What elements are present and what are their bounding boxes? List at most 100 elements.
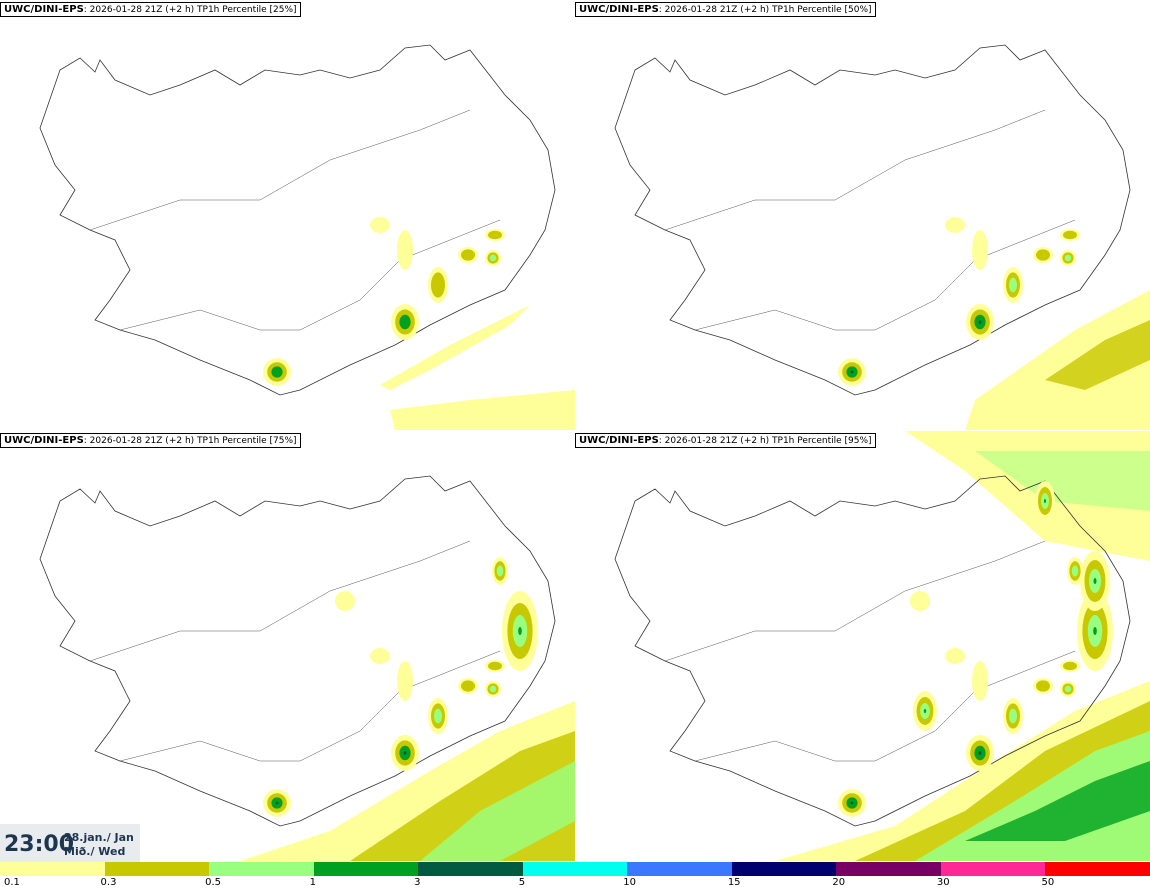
precip-cell [370, 217, 390, 233]
legend-swatch [522, 862, 628, 876]
precip-cell [461, 680, 475, 692]
precip-cell [399, 314, 411, 330]
road [89, 109, 471, 231]
road [119, 219, 501, 331]
precip-cell [518, 627, 522, 635]
precip-cell [1064, 685, 1072, 693]
precip-cell [271, 366, 283, 378]
precip-cell [850, 801, 854, 805]
precip-cell [461, 249, 475, 261]
precip-cell [1044, 499, 1046, 503]
precip-band [380, 305, 530, 390]
legend-swatch [209, 862, 314, 876]
precip-cell [431, 272, 445, 298]
legend-swatch [104, 862, 210, 876]
date-line-1: 28.jan./ Jan [64, 831, 134, 844]
coastline [39, 44, 556, 396]
panel-title-75: UWC/DINI-EPS: 2026-01-28 21Z (+2 h) TP1h… [0, 433, 301, 448]
road [694, 219, 1076, 331]
map-panel-75: UWC/DINI-EPS: 2026-01-28 21Z (+2 h) TP1h… [0, 431, 575, 861]
precip-cell [1093, 578, 1097, 584]
map-panel-25: UWC/DINI-EPS: 2026-01-28 21Z (+2 h) TP1h… [0, 0, 575, 430]
valid-time-box: 23:00 28.jan./ Jan Mið./ Wed [0, 824, 140, 862]
panel-title-95: UWC/DINI-EPS: 2026-01-28 21Z (+2 h) TP1h… [575, 433, 876, 448]
road [89, 540, 471, 662]
panel-title-25: UWC/DINI-EPS: 2026-01-28 21Z (+2 h) TP1h… [0, 2, 301, 17]
precip-cell [1093, 627, 1097, 635]
precip-band [420, 761, 575, 861]
legend-tick: 15 [727, 877, 741, 888]
legend-tick: 30 [936, 877, 950, 888]
legend-swatch [418, 862, 523, 876]
legend-tick: 50 [1041, 877, 1055, 888]
legend-swatch [0, 862, 105, 876]
precip-cell [489, 685, 497, 693]
precip-band [1045, 320, 1150, 390]
precip-cell [1036, 249, 1050, 261]
road [664, 540, 1046, 662]
precip-cell [403, 751, 407, 755]
map-75 [39, 475, 575, 861]
map-25 [39, 44, 575, 430]
precip-cell [1064, 254, 1072, 262]
precip-cell [434, 708, 442, 724]
precip-cell [972, 230, 988, 270]
precip-cell [488, 230, 502, 240]
map-95 [614, 431, 1150, 861]
precip-cell [1063, 661, 1077, 671]
precip-band [965, 290, 1150, 430]
precip-cell [489, 254, 497, 262]
precip-band [390, 390, 575, 430]
precip-band [965, 761, 1150, 841]
precip-cell [496, 565, 504, 577]
legend-tick: 0.3 [100, 877, 117, 888]
precip-cell [488, 661, 502, 671]
precip-cell [978, 320, 982, 324]
precip-cell [910, 591, 930, 611]
legend-tick: 0.1 [4, 877, 20, 888]
precip-cell [1009, 277, 1017, 293]
precip-cell [275, 801, 279, 805]
precip-cell [850, 370, 854, 374]
precip-cell [945, 217, 965, 233]
valid-date: 28.jan./ Jan Mið./ Wed [64, 831, 134, 859]
color-legend [0, 862, 1150, 876]
precip-band [975, 451, 1150, 511]
panel-title-50: UWC/DINI-EPS: 2026-01-28 21Z (+2 h) TP1h… [575, 2, 876, 17]
precip-cell [1071, 565, 1079, 577]
legend-swatch [1045, 862, 1150, 876]
coastline [614, 44, 1131, 396]
legend-tick: 3 [414, 877, 421, 888]
precip-cell [978, 751, 982, 755]
map-50 [614, 44, 1150, 430]
precip-cell [923, 709, 927, 713]
legend-tick: 20 [832, 877, 846, 888]
legend-swatch [731, 862, 837, 876]
map-panel-95: UWC/DINI-EPS: 2026-01-28 21Z (+2 h) TP1h… [575, 431, 1150, 861]
road [664, 109, 1046, 231]
precip-cell [945, 648, 965, 664]
precip-cell [1063, 230, 1077, 240]
date-line-2: Mið./ Wed [64, 845, 126, 858]
precip-cell [397, 230, 413, 270]
valid-time: 23:00 [4, 832, 75, 857]
precip-cell [370, 648, 390, 664]
legend-swatch [940, 862, 1046, 876]
legend-tick: 0.5 [205, 877, 221, 888]
coastline [614, 475, 1131, 827]
precip-cell [1036, 680, 1050, 692]
road [119, 650, 501, 762]
legend-tick: 10 [623, 877, 636, 888]
legend-swatch [627, 862, 732, 876]
legend-tick: 5 [518, 877, 526, 888]
map-panel-50: UWC/DINI-EPS: 2026-01-28 21Z (+2 h) TP1h… [575, 0, 1150, 430]
road [694, 650, 1076, 762]
precip-cell [1009, 708, 1017, 724]
legend-swatch [836, 862, 941, 876]
legend-tick: 1 [309, 877, 316, 888]
precip-cell [335, 591, 355, 611]
legend-ticks: 0.1 0.3 0.5 1 3 5 10 15 20 30 50 [0, 877, 1150, 891]
precip-cell [972, 661, 988, 701]
precip-cell [397, 661, 413, 701]
coastline [39, 475, 556, 827]
